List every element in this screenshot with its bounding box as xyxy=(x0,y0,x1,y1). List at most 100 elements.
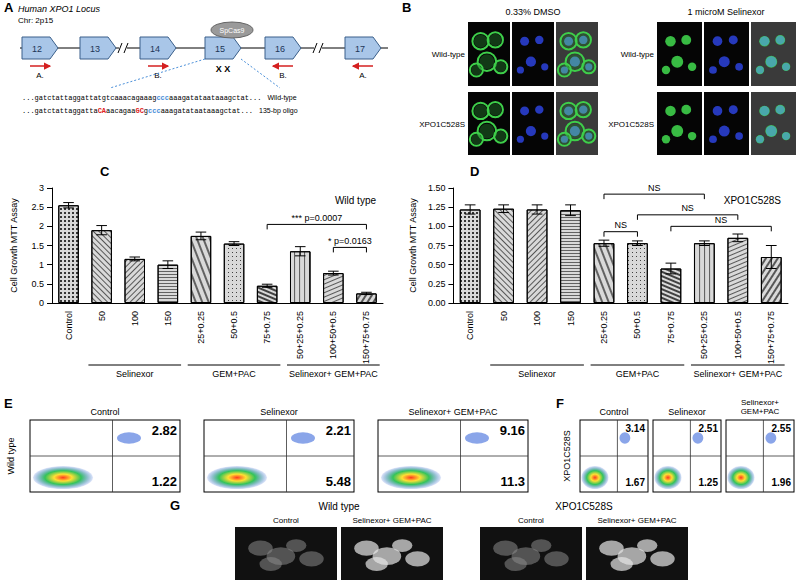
svg-text:Control: Control xyxy=(599,407,628,417)
svg-text:Control: Control xyxy=(90,407,119,417)
svg-text:...gatctattaggattatgtcaaacagaa: ...gatctattaggattatgtcaaacagaaagcccaaaga… xyxy=(22,94,297,102)
svg-text:Selinexor: Selinexor xyxy=(260,407,298,417)
svg-text:2: 2 xyxy=(39,221,44,231)
svg-text:...gatctattaggattaCAaacagaaGCg: ...gatctattaggattaCAaacagaaGCgcccaaagata… xyxy=(22,107,298,115)
svg-text:17: 17 xyxy=(355,44,365,54)
svg-text:Selinexor: Selinexor xyxy=(668,407,706,417)
svg-text:5.48: 5.48 xyxy=(326,474,351,489)
svg-text:Chr: 2p15: Chr: 2p15 xyxy=(18,16,54,25)
svg-text:A: A xyxy=(4,0,14,15)
svg-text:C: C xyxy=(100,164,110,179)
svg-text:Wild-type: Wild-type xyxy=(432,50,466,59)
svg-text:E: E xyxy=(4,396,13,411)
svg-text:F: F xyxy=(556,396,564,411)
svg-text:B: B xyxy=(402,0,411,15)
svg-text:G: G xyxy=(170,498,180,513)
svg-text:100+50+0.5: 100+50+0.5 xyxy=(733,311,743,359)
svg-text:Human XPO1 Locus: Human XPO1 Locus xyxy=(18,4,101,14)
svg-text:150+75+0.75: 150+75+0.75 xyxy=(361,311,371,364)
svg-text:NS: NS xyxy=(715,215,728,225)
svg-text:1.67: 1.67 xyxy=(626,477,646,488)
svg-text:NS: NS xyxy=(648,183,661,193)
svg-text:XPO1C528S: XPO1C528S xyxy=(608,120,654,129)
svg-text:Selinexor+ GEM+PAC: Selinexor+ GEM+PAC xyxy=(289,369,378,379)
svg-text:GEM+PAC: GEM+PAC xyxy=(212,369,256,379)
svg-text:SpCas9: SpCas9 xyxy=(220,27,245,35)
svg-text:Cell Growth MTT Assay: Cell Growth MTT Assay xyxy=(408,198,418,293)
svg-text:150: 150 xyxy=(566,311,576,326)
svg-text:D: D xyxy=(470,164,479,179)
svg-text:1 microM Selinexor: 1 microM Selinexor xyxy=(687,7,764,17)
svg-text:Selinexor+ GEM+PAC: Selinexor+ GEM+PAC xyxy=(409,407,498,417)
svg-text:A.: A. xyxy=(359,71,367,80)
svg-text:1.25: 1.25 xyxy=(428,202,446,212)
svg-text:A.: A. xyxy=(36,71,44,80)
svg-text:50: 50 xyxy=(499,311,509,321)
svg-text:150: 150 xyxy=(163,311,173,326)
svg-text:150+75+0.75: 150+75+0.75 xyxy=(766,311,776,364)
svg-text:Wild type: Wild type xyxy=(335,195,377,206)
svg-text:Selinexor+ GEM+PAC: Selinexor+ GEM+PAC xyxy=(353,516,432,525)
svg-text:100+50+0.5: 100+50+0.5 xyxy=(328,311,338,359)
svg-text:1.25: 1.25 xyxy=(699,477,719,488)
svg-text:Control: Control xyxy=(64,311,74,340)
svg-text:100: 100 xyxy=(532,311,542,326)
svg-text:Selinexor+GEM+PAC: Selinexor+GEM+PAC xyxy=(741,398,780,416)
svg-text:12: 12 xyxy=(32,44,42,54)
svg-text:1.22: 1.22 xyxy=(152,474,177,489)
svg-text:XPO1C528S: XPO1C528S xyxy=(419,120,465,129)
svg-text:XPO1C528S: XPO1C528S xyxy=(562,430,572,482)
svg-text:2.21: 2.21 xyxy=(326,423,351,438)
svg-text:25+0.25: 25+0.25 xyxy=(196,311,206,344)
svg-text:75+0.75: 75+0.75 xyxy=(262,311,272,344)
svg-text:15: 15 xyxy=(215,44,225,54)
svg-text:XPO1C528S: XPO1C528S xyxy=(555,501,613,512)
svg-text:50+0.5: 50+0.5 xyxy=(229,311,239,339)
svg-text:Selinexor+ GEM+PAC: Selinexor+ GEM+PAC xyxy=(693,369,782,379)
svg-text:1.50: 1.50 xyxy=(428,183,446,193)
svg-text:Selinexor: Selinexor xyxy=(116,369,154,379)
svg-text:2.5: 2.5 xyxy=(31,202,44,212)
svg-text:2.55: 2.55 xyxy=(772,423,792,434)
svg-text:X X: X X xyxy=(216,64,231,74)
svg-text:GEM+PAC: GEM+PAC xyxy=(616,369,660,379)
svg-text:Cell Growth MTT Assay: Cell Growth MTT Assay xyxy=(9,198,19,293)
svg-text:XPO1C528S: XPO1C528S xyxy=(724,195,782,206)
svg-text:16: 16 xyxy=(275,44,285,54)
svg-text:0.75: 0.75 xyxy=(428,241,446,251)
svg-text:3.14: 3.14 xyxy=(626,423,646,434)
svg-text:2.82: 2.82 xyxy=(152,423,177,438)
svg-text:0.5: 0.5 xyxy=(31,279,44,289)
svg-text:Selinexor: Selinexor xyxy=(518,369,556,379)
svg-text:50+25+0.25: 50+25+0.25 xyxy=(295,311,305,359)
svg-text:50+0.5: 50+0.5 xyxy=(632,311,642,339)
svg-text:Control: Control xyxy=(273,516,299,525)
svg-text:100: 100 xyxy=(130,311,140,326)
svg-text:1.96: 1.96 xyxy=(772,477,792,488)
svg-text:25+0.25: 25+0.25 xyxy=(599,311,609,344)
svg-text:1.5: 1.5 xyxy=(31,241,44,251)
svg-text:50+25+0.25: 50+25+0.25 xyxy=(699,311,709,359)
svg-text:B.: B. xyxy=(279,71,287,80)
svg-text:Selinexor+ GEM+PAC: Selinexor+ GEM+PAC xyxy=(598,516,677,525)
svg-text:Wild type: Wild type xyxy=(6,437,16,474)
svg-text:0: 0 xyxy=(39,298,44,308)
svg-text:0.25: 0.25 xyxy=(428,279,446,289)
svg-text:* p=0.0163: * p=0.0163 xyxy=(328,236,372,246)
svg-text:1.00: 1.00 xyxy=(428,221,446,231)
svg-text:0.50: 0.50 xyxy=(428,260,446,270)
svg-text:14: 14 xyxy=(150,44,160,54)
svg-text:75+0.75: 75+0.75 xyxy=(666,311,676,344)
svg-text:1: 1 xyxy=(39,260,44,270)
svg-text:NS: NS xyxy=(614,220,627,230)
svg-text:9.16: 9.16 xyxy=(500,423,525,438)
svg-text:50: 50 xyxy=(97,311,107,321)
svg-text:2.51: 2.51 xyxy=(699,423,719,434)
svg-text:Wild type: Wild type xyxy=(318,501,360,512)
svg-text:0.33% DMSO: 0.33% DMSO xyxy=(505,7,560,17)
svg-text:3: 3 xyxy=(39,183,44,193)
svg-text:NS: NS xyxy=(681,203,694,213)
svg-text:Control: Control xyxy=(518,516,544,525)
svg-text:B.: B. xyxy=(154,71,162,80)
svg-text:Wild-type: Wild-type xyxy=(621,50,655,59)
